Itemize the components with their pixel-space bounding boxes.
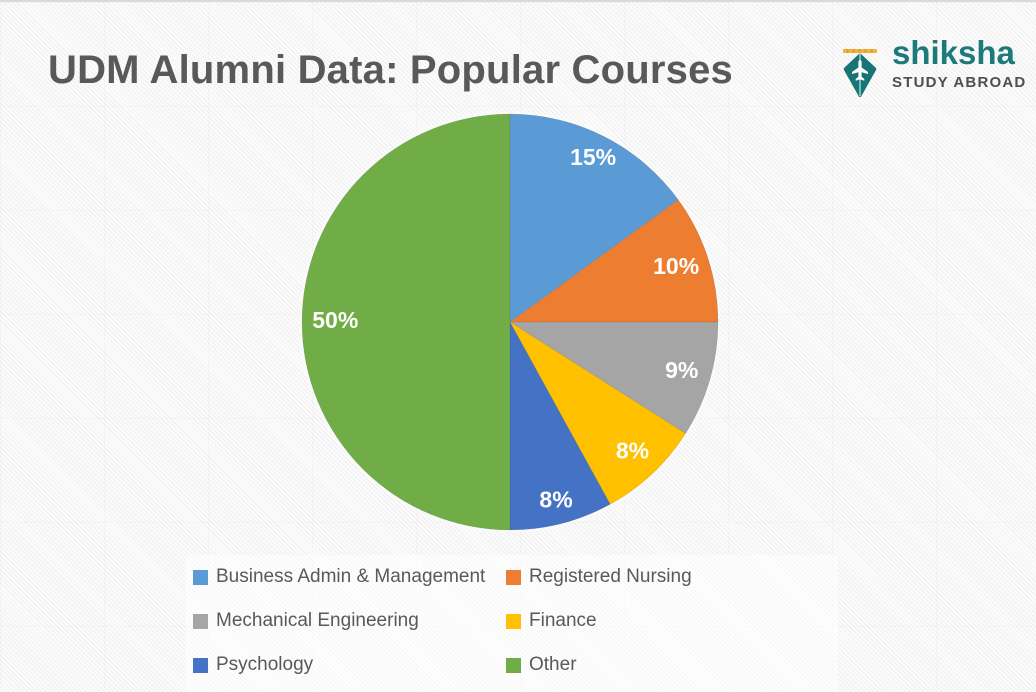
svg-text:9%: 9% [665,357,698,383]
svg-text:50%: 50% [312,307,358,333]
svg-text:8%: 8% [539,486,572,512]
svg-text:8%: 8% [616,437,649,463]
svg-text:15%: 15% [570,144,616,170]
svg-text:10%: 10% [653,253,699,279]
